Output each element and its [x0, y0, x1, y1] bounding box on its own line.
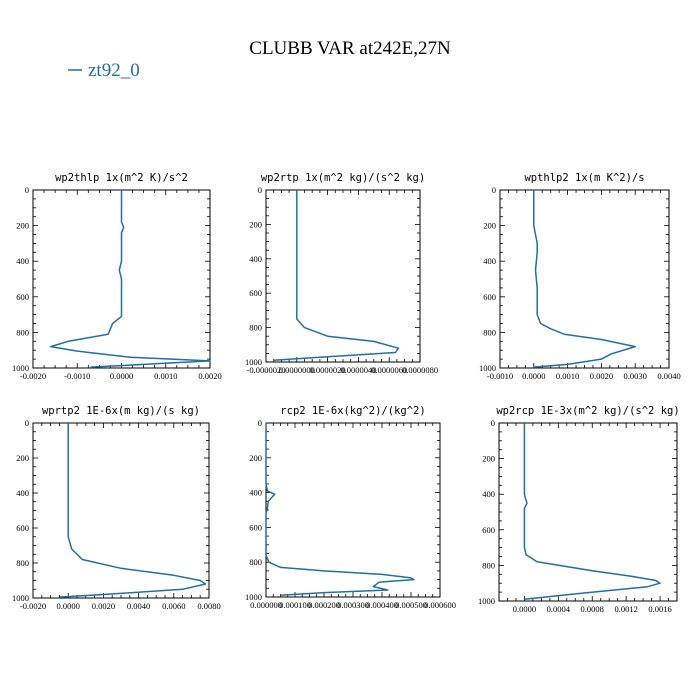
chart-panel-2: wp2rtp 1x(m^2 kg)/(s^2 kg)0 200 400 600 800 1… [245, 172, 438, 375]
x-tick-label: 0.000200 [308, 600, 340, 610]
panel-title: wp2thlp 1x(m^2 K)/s^2 [55, 172, 188, 184]
panel-title: wp2rtp 1x(m^2 kg)/(s^2 kg) [261, 172, 425, 184]
plot-frame [265, 422, 441, 598]
y-tick-label: 400 [483, 256, 496, 266]
plot-frame [32, 422, 210, 599]
y-tick-label: 800 [482, 560, 495, 570]
x-tick-label: 0.0000 [522, 371, 545, 381]
x-tick-label: 0.0010 [556, 371, 579, 381]
y-tick-label: 1000 [245, 592, 262, 602]
x-tick-label: 0.0010 [154, 371, 177, 381]
panel-title: wprtp2 1E-6x(m kg)/(s kg) [42, 405, 200, 417]
x-tick-label: 0.0016 [648, 604, 671, 614]
legend-label: zt92_0 [88, 60, 140, 81]
chart-panel-4: wprtp2 1E-6x(m kg)/(s kg) 0 200 400 600 800 10… [12, 405, 221, 611]
y-tick-label: 200 [16, 221, 29, 231]
x-tick-label: 0.0000 [57, 601, 80, 611]
y-tick-label: 0 [258, 185, 262, 195]
plot-frame [498, 422, 678, 602]
x-tick-label: 0.0000 [513, 604, 536, 614]
y-tick-label: 0 [25, 418, 29, 428]
x-tick-label: 0.0008 [581, 604, 604, 614]
x-tick-label: 0.0000020 [310, 365, 346, 375]
y-tick-label: 600 [249, 522, 262, 532]
y-tick-label: 0 [491, 418, 495, 428]
y-tick-label: 200 [16, 453, 29, 463]
y-tick-label: 1000 [12, 593, 29, 603]
y-tick-label: 800 [249, 323, 262, 333]
x-tick-label: 0.0020 [590, 371, 613, 381]
x-tick-label: 0.0004 [547, 604, 571, 614]
x-tick-label: 0.0040 [657, 371, 680, 381]
chart-panel-5: rcp2 1E-6x(kg^2)/(kg^2) 0 200 400 600 800 1000… [245, 405, 456, 610]
y-tick-label: 0 [492, 185, 496, 195]
y-tick-label: 400 [249, 488, 262, 498]
series-line-zt92_0 [533, 190, 636, 368]
plot-frame [265, 189, 421, 363]
x-tick-label: 0.0000080 [402, 365, 438, 375]
y-tick-label: 800 [483, 327, 496, 337]
x-tick-label: 0.000500 [395, 600, 427, 610]
x-tick-label: 0.000600 [424, 600, 456, 610]
x-tick-label: -0.0020 [20, 371, 46, 381]
y-tick-label: 800 [249, 557, 262, 567]
x-tick-label: -0.0010 [64, 371, 90, 381]
y-tick-label: 600 [483, 292, 496, 302]
series-line-zt92_0 [49, 190, 211, 368]
y-tick-label: 800 [16, 327, 29, 337]
x-tick-label: -0.0010 [487, 371, 513, 381]
chart-panel-1: wp2thlp 1x(m^2 K)/s^202004006008001000-0… [12, 172, 222, 381]
y-tick-label: 1000 [478, 596, 495, 606]
y-tick-label: 600 [16, 523, 29, 533]
y-tick-label: 200 [483, 221, 496, 231]
y-tick-label: 400 [249, 254, 262, 264]
y-tick-label: 1000 [479, 363, 496, 373]
x-tick-label: 0.0030 [624, 371, 647, 381]
x-tick-label: -0.0000020 [247, 365, 286, 375]
x-tick-label: 0.0040 [127, 601, 150, 611]
y-tick-label: 600 [249, 288, 262, 298]
x-tick-label: 0.0000060 [371, 365, 407, 375]
panel-title: wpthlp2 1x(m K^2)/s [524, 172, 644, 184]
x-tick-label: 0.000400 [366, 600, 398, 610]
x-tick-label: 0.0020 [198, 371, 221, 381]
chart-panel-6: wp2rcp 1E-3x(m^2 kg)/(s^2 kg)0 200 400 600 8… [478, 405, 680, 614]
series-line-zt92_0 [273, 190, 400, 362]
y-tick-label: 0 [258, 418, 262, 428]
x-tick-label: 0.0080 [197, 601, 220, 611]
y-tick-label: 1000 [245, 357, 262, 367]
x-tick-label: 0.000100 [279, 600, 311, 610]
legend: zt92_0 [68, 60, 140, 81]
y-tick-label: 800 [16, 558, 29, 568]
chart-panel-3: wpthlp2 1x(m K^2)/s 0 200 400 600 800 1000-0.0… [479, 172, 681, 381]
x-tick-label: 0.0020 [92, 601, 115, 611]
y-tick-label: 200 [482, 454, 495, 464]
series-line-zt92_0 [265, 423, 415, 597]
figure-title: CLUBB VAR at242E,27N [249, 38, 451, 59]
panels: wp2thlp 1x(m^2 K)/s^202004006008001000-0… [12, 172, 681, 614]
panel-title: wp2rcp 1E-3x(m^2 kg)/(s^2 kg) [496, 405, 679, 417]
y-tick-label: 400 [482, 489, 495, 499]
series-line-zt92_0 [523, 423, 661, 600]
x-tick-label: -0.0020 [20, 601, 46, 611]
y-tick-label: 600 [16, 292, 29, 302]
plot-frame [499, 189, 670, 369]
x-tick-label: 0.000000 [250, 600, 282, 610]
x-tick-label: 0.0000040 [340, 365, 376, 375]
x-tick-label: 0.0060 [162, 601, 185, 611]
series-line-zt92_0 [59, 423, 207, 598]
y-tick-label: 200 [249, 453, 262, 463]
y-tick-label: 0 [25, 185, 29, 195]
y-tick-label: 600 [482, 525, 495, 535]
x-tick-label: 0.000300 [337, 600, 369, 610]
y-tick-label: 200 [249, 219, 262, 229]
x-tick-label: 0.0000 [110, 371, 133, 381]
panel-title: rcp2 1E-6x(kg^2)/(kg^2) [280, 405, 425, 417]
x-tick-label: 0.0000000 [279, 365, 315, 375]
y-tick-label: 400 [16, 256, 29, 266]
x-tick-label: 0.0012 [614, 604, 637, 614]
y-tick-label: 400 [16, 488, 29, 498]
y-tick-label: 1000 [12, 363, 29, 373]
